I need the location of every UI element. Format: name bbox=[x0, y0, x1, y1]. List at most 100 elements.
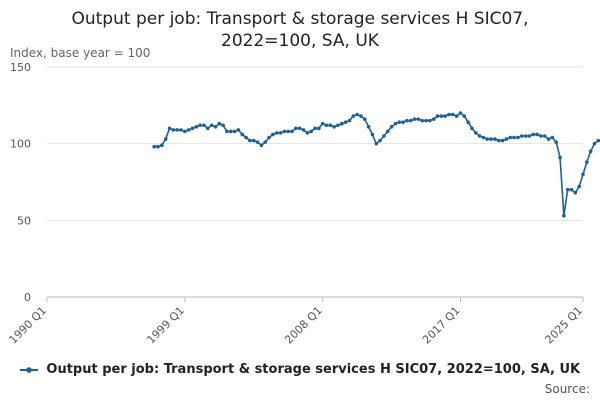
data-point bbox=[405, 118, 409, 123]
series-line bbox=[154, 112, 600, 217]
data-point bbox=[458, 111, 463, 115]
data-point bbox=[267, 135, 271, 140]
data-point bbox=[596, 138, 600, 143]
data-point bbox=[581, 172, 585, 177]
data-point bbox=[539, 134, 543, 138]
x-tick-label: 1990 Q1 bbox=[7, 304, 50, 347]
data-point bbox=[382, 134, 386, 138]
data-point bbox=[531, 132, 536, 137]
data-point bbox=[167, 126, 172, 131]
data-point bbox=[171, 128, 176, 132]
data-point bbox=[228, 129, 233, 134]
data-point bbox=[309, 129, 313, 134]
data-point bbox=[152, 144, 156, 149]
data-point bbox=[202, 123, 206, 128]
data-point bbox=[393, 121, 398, 126]
data-point bbox=[217, 121, 222, 126]
data-point bbox=[294, 126, 298, 131]
data-point bbox=[512, 135, 516, 140]
data-point bbox=[489, 137, 493, 141]
data-point bbox=[278, 131, 283, 135]
data-point bbox=[271, 132, 275, 137]
data-point bbox=[160, 143, 164, 147]
data-point bbox=[569, 187, 574, 192]
data-point bbox=[343, 120, 348, 124]
data-point bbox=[435, 114, 440, 118]
y-tick-label: 150 bbox=[10, 61, 31, 74]
data-point bbox=[470, 126, 474, 131]
data-point bbox=[454, 114, 459, 118]
data-point bbox=[443, 114, 447, 118]
chart-title-line-1: Output per job: Transport & storage serv… bbox=[71, 9, 529, 29]
data-point bbox=[385, 129, 390, 134]
data-point bbox=[535, 132, 539, 137]
data-point bbox=[355, 112, 359, 117]
data-point bbox=[366, 125, 371, 129]
y-tick-label: 0 bbox=[24, 291, 31, 304]
data-point bbox=[194, 125, 199, 129]
data-point bbox=[585, 160, 589, 164]
series-line-group bbox=[152, 111, 600, 218]
data-point bbox=[359, 114, 363, 118]
data-point bbox=[190, 126, 195, 131]
data-point bbox=[251, 138, 256, 143]
data-point bbox=[477, 134, 482, 138]
x-tick-label: 2017 Q1 bbox=[420, 304, 463, 347]
data-point bbox=[588, 149, 593, 154]
data-point bbox=[573, 190, 578, 195]
x-tick-label: 1999 Q1 bbox=[144, 304, 187, 347]
data-point bbox=[248, 138, 252, 143]
data-point bbox=[213, 125, 218, 129]
data-point bbox=[500, 138, 505, 143]
y-axis-ticks: 0 50 100 150 bbox=[10, 61, 31, 304]
data-point bbox=[206, 126, 210, 131]
data-point bbox=[313, 126, 317, 131]
data-point bbox=[236, 128, 241, 132]
data-point bbox=[527, 134, 532, 138]
data-point bbox=[431, 117, 436, 121]
y-axis-label: Index, base year = 100 bbox=[10, 46, 151, 60]
data-point bbox=[274, 131, 279, 135]
data-point bbox=[362, 117, 367, 121]
data-point bbox=[328, 123, 333, 128]
data-point bbox=[332, 125, 336, 129]
data-point bbox=[451, 112, 455, 117]
data-point bbox=[508, 135, 513, 140]
data-point bbox=[496, 138, 501, 143]
data-point bbox=[420, 118, 425, 123]
data-point bbox=[523, 134, 528, 138]
source-note: Source: bbox=[544, 382, 590, 396]
data-point bbox=[186, 128, 191, 132]
data-point bbox=[374, 141, 379, 146]
data-point bbox=[424, 118, 428, 123]
data-point bbox=[389, 125, 394, 129]
data-point bbox=[577, 184, 581, 189]
data-point bbox=[305, 131, 310, 135]
chart-title-line-2: 2022=100, SA, UK bbox=[221, 31, 379, 51]
data-point bbox=[504, 137, 509, 141]
data-point bbox=[347, 118, 352, 123]
data-point bbox=[466, 120, 470, 124]
data-point bbox=[546, 137, 551, 141]
data-point bbox=[408, 118, 413, 123]
data-point bbox=[428, 118, 432, 123]
data-point bbox=[286, 129, 291, 134]
data-point bbox=[416, 117, 421, 121]
data-point bbox=[447, 112, 451, 117]
data-point bbox=[232, 129, 237, 134]
data-point bbox=[378, 138, 382, 143]
x-tick-label: 2025 Q1 bbox=[543, 304, 586, 347]
data-point bbox=[485, 137, 490, 141]
data-point bbox=[516, 135, 520, 140]
chart-title: Output per job: Transport & storage serv… bbox=[0, 8, 600, 52]
data-point bbox=[340, 121, 344, 126]
data-point bbox=[282, 129, 287, 134]
data-point bbox=[324, 123, 329, 128]
data-point bbox=[175, 128, 179, 132]
data-point bbox=[474, 131, 478, 135]
data-point bbox=[462, 114, 467, 118]
legend-line-marker-icon bbox=[19, 366, 38, 373]
data-point bbox=[179, 128, 183, 132]
data-point bbox=[297, 126, 302, 131]
